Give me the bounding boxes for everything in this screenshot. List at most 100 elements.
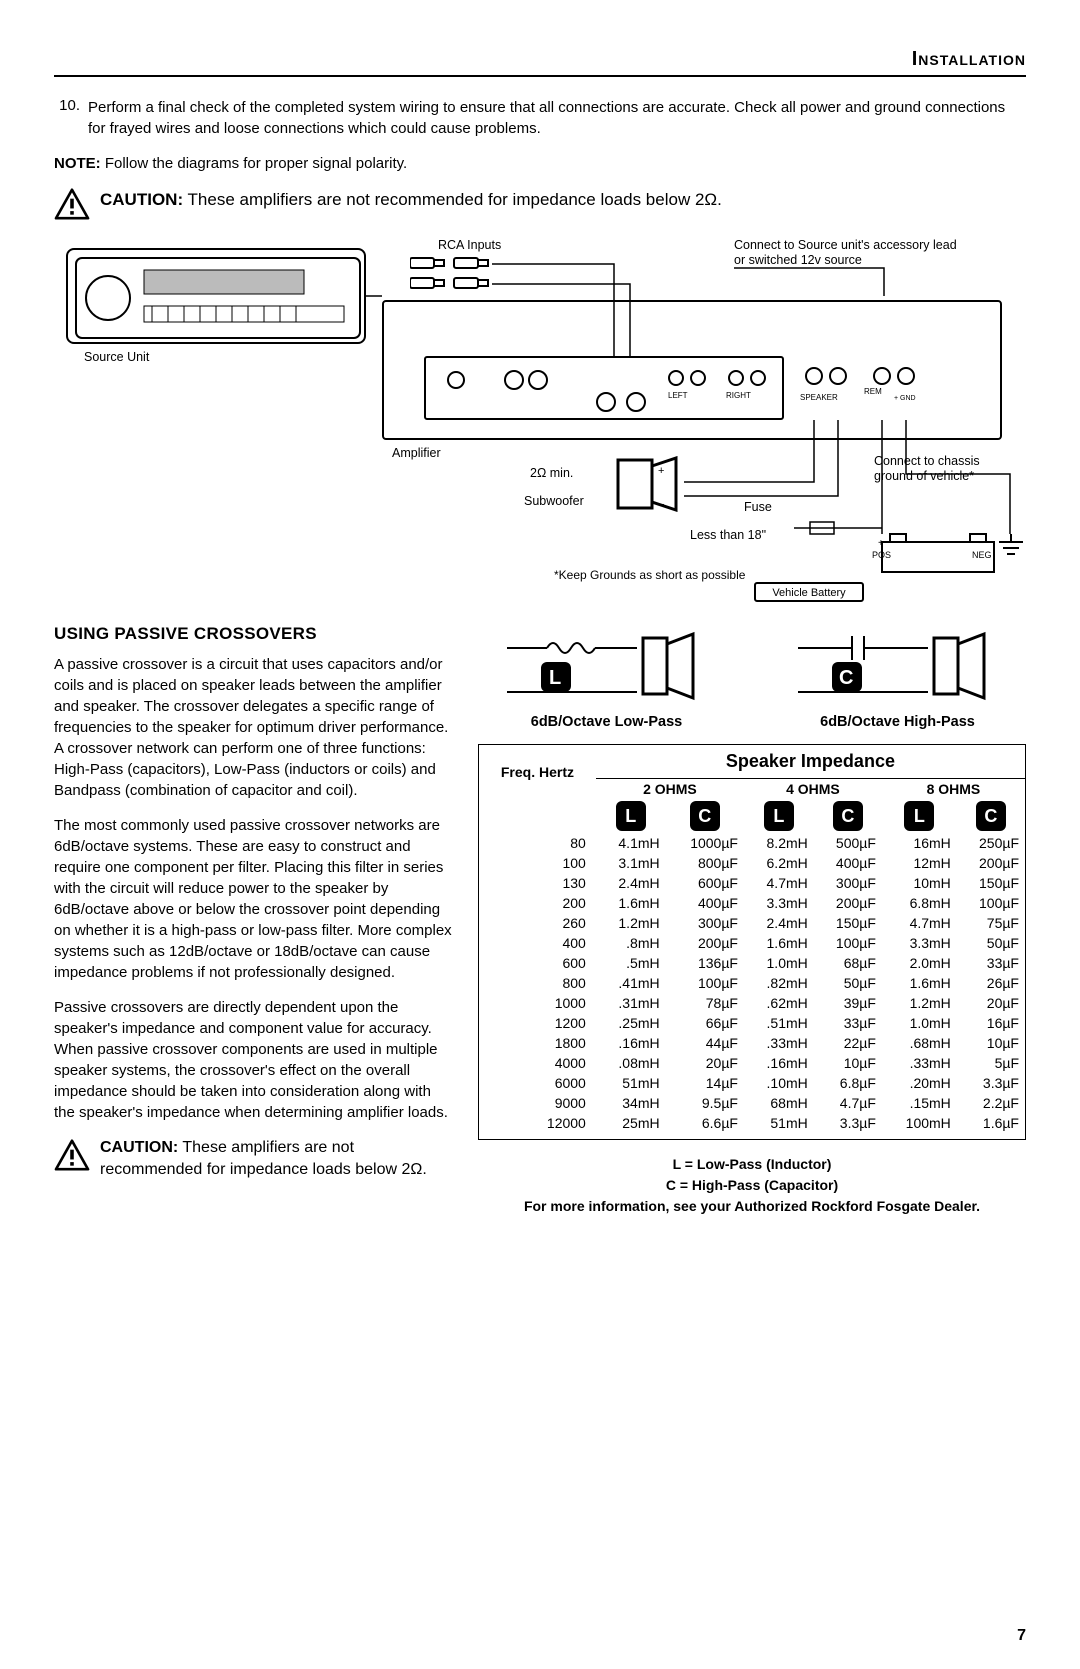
table-cell: 1.6mH <box>596 893 666 913</box>
table-cell: 300µF <box>666 913 744 933</box>
impedance-table: Freq. Hertz Speaker Impedance 2 OHMS 4 O… <box>479 745 1025 1139</box>
table-cell: .8mH <box>596 933 666 953</box>
table-cell: 50µF <box>814 973 882 993</box>
table-cell: 130 <box>479 873 596 893</box>
caution-1-text: CAUTION: These amplifiers are not recomm… <box>100 188 1026 212</box>
lowpass-icon: L <box>497 628 717 708</box>
table-cell: 150µF <box>957 873 1025 893</box>
table-cell: 16mH <box>882 833 957 853</box>
table-cell: 3.3µF <box>957 1073 1025 1093</box>
table-cell: .25mH <box>596 1013 666 1033</box>
table-cell: 44µF <box>666 1033 744 1053</box>
step-number: 10. <box>54 97 88 139</box>
table-cell: 4.7mH <box>744 873 814 893</box>
table-cell: 100µF <box>957 893 1025 913</box>
caution-1: CAUTION: These amplifiers are not recomm… <box>54 188 1026 220</box>
legend-more: For more information, see your Authorize… <box>478 1196 1026 1217</box>
table-cell: 1.6mH <box>882 973 957 993</box>
table-cell: 800 <box>479 973 596 993</box>
table-cell: 12000 <box>479 1113 596 1133</box>
table-cell: 150µF <box>814 913 882 933</box>
note-line: NOTE: Follow the diagrams for proper sig… <box>54 153 1026 174</box>
table-cell: .41mH <box>596 973 666 993</box>
table-cell: .31mH <box>596 993 666 1013</box>
ohms-8-header: 8 OHMS <box>882 779 1025 800</box>
l-badge: L <box>904 801 934 831</box>
legend-l: L = Low-Pass (Inductor) <box>478 1154 1026 1175</box>
table-cell: 2.4mH <box>744 913 814 933</box>
table-cell: 10µF <box>957 1033 1025 1053</box>
wiring-lines-icon <box>54 238 1024 608</box>
table-cell: 16µF <box>957 1013 1025 1033</box>
table-row: 1800.16mH44µF.33mH22µF.68mH10µF <box>479 1033 1025 1053</box>
table-row: 1000.31mH78µF.62mH39µF1.2mH20µF <box>479 993 1025 1013</box>
table-cell: 1800 <box>479 1033 596 1053</box>
section-p3: Passive crossovers are directly dependen… <box>54 997 454 1123</box>
table-cell: 6.2mH <box>744 853 814 873</box>
table-cell: 1.0mH <box>882 1013 957 1033</box>
table-row: 804.1mH1000µF8.2mH500µF16mH250µF <box>479 833 1025 853</box>
table-cell: 500µF <box>814 833 882 853</box>
table-cell: 14µF <box>666 1073 744 1093</box>
table-cell: 800µF <box>666 853 744 873</box>
table-cell: .33mH <box>744 1033 814 1053</box>
freq-header: Freq. Hertz <box>479 745 596 799</box>
table-row: 600.5mH136µF1.0mH68µF2.0mH33µF <box>479 953 1025 973</box>
table-row: 4000.08mH20µF.16mH10µF.33mH5µF <box>479 1053 1025 1073</box>
table-cell: 8.2mH <box>744 833 814 853</box>
table-cell: 600 <box>479 953 596 973</box>
table-row: 600051mH14µF.10mH6.8µF.20mH3.3µF <box>479 1073 1025 1093</box>
table-cell: 2.4mH <box>596 873 666 893</box>
header-rule: Installation <box>54 48 1026 77</box>
table-cell: .16mH <box>744 1053 814 1073</box>
table-cell: 4000 <box>479 1053 596 1073</box>
table-cell: 3.3mH <box>744 893 814 913</box>
table-cell: .20mH <box>882 1073 957 1093</box>
page-number: 7 <box>1017 1627 1026 1645</box>
table-cell: 50µF <box>957 933 1025 953</box>
table-cell: 10mH <box>882 873 957 893</box>
table-cell: 51mH <box>744 1113 814 1133</box>
table-cell: 12mH <box>882 853 957 873</box>
table-cell: 66µF <box>666 1013 744 1033</box>
table-cell: .82mH <box>744 973 814 993</box>
table-title: Speaker Impedance <box>596 745 1025 779</box>
table-row: 900034mH9.5µF68mH4.7µF.15mH2.2µF <box>479 1093 1025 1113</box>
table-cell: 1000 <box>479 993 596 1013</box>
wiring-diagram: Source Unit LEFT RIGHT SPEAKER REM + GND… <box>54 238 1026 608</box>
filter-diagrams: L 6dB/Octave Low-Pass C <box>478 628 1026 730</box>
l-badge: L <box>764 801 794 831</box>
section-p1: A passive crossover is a circuit that us… <box>54 654 454 801</box>
caution-1-body: These amplifiers are not recommended for… <box>183 190 722 209</box>
note-text: Follow the diagrams for proper signal po… <box>101 155 408 172</box>
table-row: 400.8mH200µF1.6mH100µF3.3mH50µF <box>479 933 1025 953</box>
table-cell: 400µF <box>666 893 744 913</box>
table-cell: 10µF <box>814 1053 882 1073</box>
table-cell: 600µF <box>666 873 744 893</box>
table-cell: 26µF <box>957 973 1025 993</box>
step-10: 10. Perform a final check of the complet… <box>54 97 1026 139</box>
table-cell: 2.0mH <box>882 953 957 973</box>
table-cell: 3.1mH <box>596 853 666 873</box>
right-column: L 6dB/Octave Low-Pass C <box>478 618 1026 1217</box>
table-cell: 51mH <box>596 1073 666 1093</box>
table-cell: 200µF <box>957 853 1025 873</box>
legend-c: C = High-Pass (Capacitor) <box>478 1175 1026 1196</box>
table-cell: 20µF <box>957 993 1025 1013</box>
table-cell: 3.3mH <box>882 933 957 953</box>
table-cell: 6.6µF <box>666 1113 744 1133</box>
table-row: 2601.2mH300µF2.4mH150µF4.7mH75µF <box>479 913 1025 933</box>
table-cell: 4.7mH <box>882 913 957 933</box>
table-cell: 9.5µF <box>666 1093 744 1113</box>
ohms-4-header: 4 OHMS <box>744 779 882 800</box>
table-cell: 39µF <box>814 993 882 1013</box>
svg-text:C: C <box>839 667 853 689</box>
table-cell: 20µF <box>666 1053 744 1073</box>
table-cell: 250µF <box>957 833 1025 853</box>
table-cell: 1.2mH <box>596 913 666 933</box>
page-header: Installation <box>912 48 1026 70</box>
table-cell: 136µF <box>666 953 744 973</box>
left-column: USING PASSIVE CROSSOVERS A passive cross… <box>54 618 454 1217</box>
note-label: NOTE: <box>54 155 101 172</box>
table-cell: 200µF <box>666 933 744 953</box>
